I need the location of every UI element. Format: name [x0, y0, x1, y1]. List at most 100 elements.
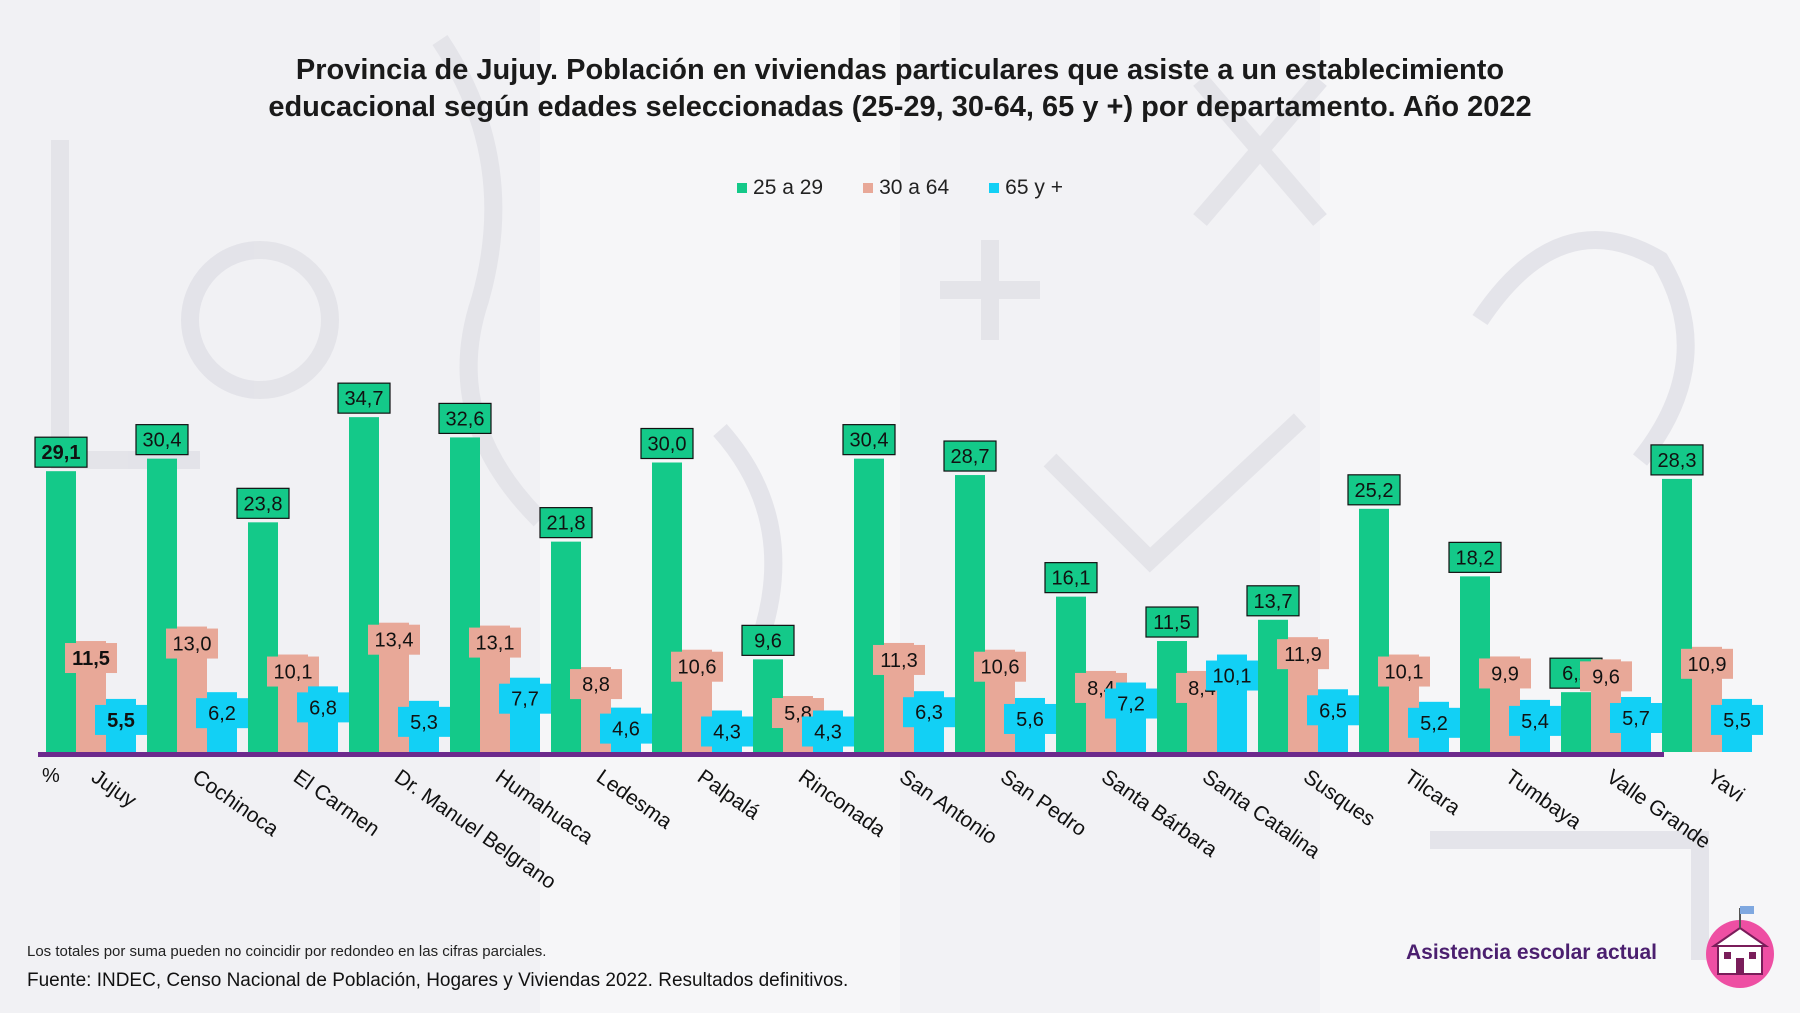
legend-item-65-plus: 65 y + — [989, 176, 1063, 200]
data-label-box-0-6 — [640, 427, 694, 460]
data-label-box-2-3 — [398, 706, 450, 737]
data-label-box-0-5 — [539, 507, 593, 539]
y-axis-unit-label: % — [42, 765, 60, 787]
data-label-2-16: 5,5 — [1723, 710, 1751, 732]
data-label-box-2-6 — [701, 716, 753, 747]
data-label-0-2: 23,8 — [244, 493, 283, 515]
data-label-0-13: 25,2 — [1355, 480, 1394, 502]
bar-25-a-29-San-Pedro — [955, 475, 985, 752]
x-tick-label-16: Yavi — [1703, 765, 1748, 806]
x-tick-label-14: Tumbaya — [1501, 765, 1586, 834]
data-label-2-11: 10,1 — [1213, 666, 1252, 688]
data-label-box-1-2 — [267, 656, 319, 687]
data-label-box-2-9 — [1004, 703, 1056, 734]
school-icon — [1706, 906, 1774, 988]
data-label-2-8: 6,3 — [915, 702, 943, 724]
data-label-1-16: 10,9 — [1688, 654, 1727, 676]
source-note: Fuente: INDEC, Censo Nacional de Poblaci… — [27, 970, 849, 991]
data-label-box-1-14 — [1479, 658, 1531, 689]
data-label-box-0-11 — [1145, 606, 1199, 638]
data-label-box-1-1 — [166, 628, 218, 659]
data-label-box-2-10 — [1105, 688, 1157, 719]
data-label-2-6: 4,3 — [713, 722, 741, 744]
data-label-box-1-8 — [873, 644, 925, 675]
x-tick-label-3: Dr. Manuel Belgrano — [390, 765, 560, 894]
data-label-0-14: 18,2 — [1456, 547, 1495, 569]
data-label-box-2-12 — [1307, 695, 1359, 726]
data-label-0-12: 13,7 — [1254, 591, 1293, 613]
bar-25-a-29-Humahuaca — [450, 437, 480, 752]
chart-title-line1: Provincia de Jujuy. Población en viviend… — [295, 54, 1505, 86]
data-label-box-0-14 — [1448, 541, 1502, 573]
data-label-1-13: 10,1 — [1385, 662, 1424, 684]
data-label-box-0-9 — [943, 440, 997, 472]
data-label-box-2-15 — [1610, 702, 1662, 733]
data-label-0-6: 30,0 — [648, 434, 687, 456]
data-label-1-15: 9,6 — [1592, 666, 1620, 688]
data-label-box-1-3 — [368, 624, 420, 655]
legend-item-30-64: 30 a 64 — [863, 176, 949, 200]
legend-swatch-25-29 — [737, 183, 748, 193]
data-label-1-6: 10,6 — [678, 657, 717, 679]
bar-25-a-29-Cochinoca — [147, 458, 177, 752]
x-tick-label-13: Tilcara — [1400, 765, 1464, 820]
data-label-box-1-0 — [65, 643, 117, 674]
data-label-box-0-0 — [34, 436, 88, 468]
legend-swatch-65-plus — [989, 183, 1000, 193]
x-tick-label-8: San Antonio — [895, 765, 1001, 849]
chart-title-line2: educacional según edades seleccionadas (… — [268, 91, 1532, 123]
x-tick-label-15: Valle Grande — [1602, 765, 1714, 853]
data-label-box-1-13 — [1378, 656, 1430, 687]
legend-item-25-29: 25 a 29 — [737, 176, 823, 200]
data-label-box-2-1 — [196, 698, 248, 729]
data-label-1-14: 9,9 — [1491, 663, 1519, 685]
data-label-0-11: 11,5 — [1153, 612, 1190, 634]
data-label-box-2-4 — [499, 683, 551, 714]
x-tick-label-7: Rinconada — [794, 765, 890, 842]
data-label-box-1-6 — [671, 651, 723, 682]
data-label-1-4: 13,1 — [476, 633, 515, 655]
data-label-1-1: 13,0 — [173, 634, 212, 656]
bar-25-a-29-Dr.-Manuel-Belgrano — [349, 417, 379, 752]
data-label-box-0-2 — [236, 487, 290, 519]
data-label-0-3: 34,7 — [345, 388, 384, 410]
data-label-0-0: 29,1 — [42, 442, 81, 464]
category-group-16: 28,3 10,9 5,5 Yavi — [1650, 444, 1763, 807]
data-label-box-1-5 — [570, 669, 622, 700]
x-tick-label-1: Cochinoca — [188, 765, 283, 841]
data-label-1-12: 11,9 — [1284, 644, 1321, 666]
bar-25-a-29-Palpalá — [652, 462, 682, 752]
data-label-box-0-4 — [438, 402, 492, 435]
bar-25-a-29-Valle-Grande — [1561, 692, 1591, 752]
legend-swatch-30-64 — [863, 183, 874, 193]
data-label-2-7: 4,3 — [814, 722, 842, 744]
data-label-box-1-12 — [1277, 639, 1329, 670]
bar-25-a-29-San-Antonio — [854, 458, 884, 752]
rounding-note: Los totales por suma pueden no coincidir… — [27, 943, 547, 960]
x-axis-line — [38, 752, 1664, 757]
data-label-2-0: 5,5 — [107, 710, 135, 732]
data-label-2-15: 5,7 — [1622, 708, 1650, 730]
x-tick-label-2: El Carmen — [289, 765, 383, 841]
data-label-box-0-7 — [741, 624, 795, 656]
data-label-box-0-16 — [1650, 444, 1704, 476]
category-group-6: 30,0 10,6 4,3 Palpalá — [640, 427, 764, 824]
bar-25-a-29-El-Carmen — [248, 522, 278, 752]
data-label-box-2-5 — [600, 713, 652, 744]
data-label-1-9: 10,6 — [981, 657, 1020, 679]
data-label-2-14: 5,4 — [1521, 711, 1549, 733]
data-label-box-2-14 — [1509, 705, 1561, 736]
data-label-2-12: 6,5 — [1319, 700, 1347, 722]
bar-25-a-29-Jujuy — [46, 471, 76, 752]
category-group-13: 25,2 10,1 5,2 Tilcara — [1347, 474, 1465, 820]
data-label-2-4: 7,7 — [511, 689, 539, 711]
data-label-2-3: 5,3 — [410, 712, 438, 734]
x-tick-label-4: Humahuaca — [491, 765, 597, 849]
data-label-box-1-9 — [974, 651, 1026, 682]
data-label-box-1-15 — [1580, 661, 1632, 692]
section-tag: Asistencia escolar actual — [1406, 941, 1657, 964]
data-label-box-0-3 — [337, 382, 391, 414]
legend-label-30-64: 30 a 64 — [879, 176, 950, 199]
data-label-box-0-8 — [842, 424, 896, 456]
data-label-box-2-16 — [1711, 704, 1763, 735]
